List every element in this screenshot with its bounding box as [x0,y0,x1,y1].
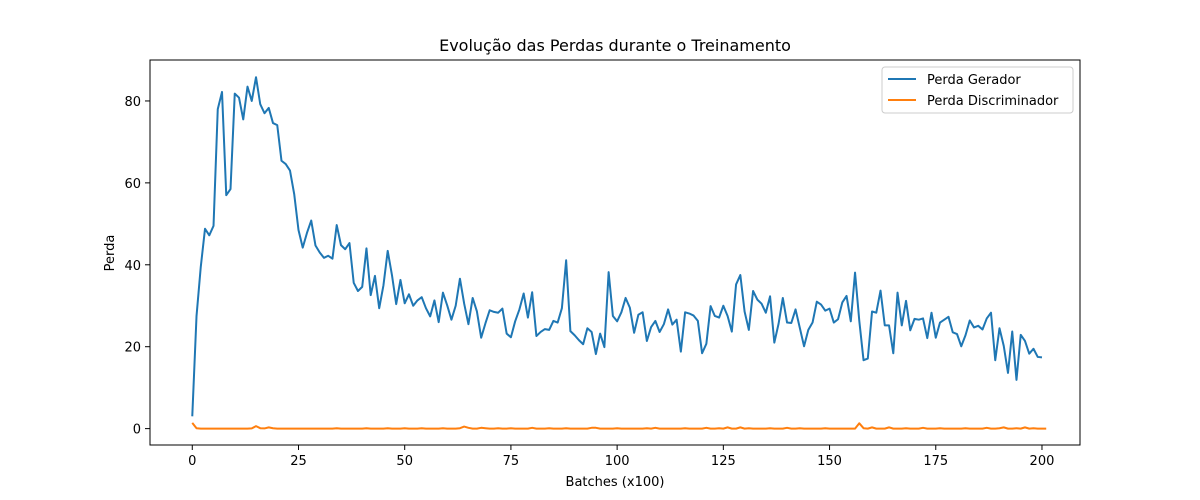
y-axis-label: Perda [103,235,118,272]
series-line-discriminador [191,422,1047,430]
plot-lines [191,76,1047,430]
x-tick-label: 0 [188,454,196,469]
y-tick-label: 0 [133,423,141,438]
x-tick-label: 175 [923,454,948,469]
y-tick-label: 60 [124,177,141,192]
x-tick-label: 75 [503,454,520,469]
y-tick-label: 40 [124,259,141,274]
x-tick-label: 25 [290,454,307,469]
chart-title: Evolução das Perdas durante o Treinament… [439,36,791,55]
legend: Perda Gerador Perda Discriminador [881,66,1074,114]
legend-box [881,66,1074,114]
plot-frame [149,59,1081,446]
x-axis-ticks: 0 25 50 75 100 125 150 175 200 [188,445,1054,469]
x-tick-label: 150 [817,454,842,469]
x-tick-label: 100 [605,454,630,469]
x-tick-label: 200 [1030,454,1055,469]
legend-label-gerador: Perda Gerador [927,73,1021,88]
y-tick-label: 20 [124,341,141,356]
x-tick-label: 125 [711,454,736,469]
x-axis-label: Batches (x100) [566,475,665,490]
series-line-gerador [191,76,1043,417]
x-tick-label: 50 [396,454,413,469]
y-axis-ticks: 0 20 40 60 80 [124,95,150,438]
legend-label-discriminador: Perda Discriminador [927,94,1059,109]
y-tick-label: 80 [124,95,141,110]
